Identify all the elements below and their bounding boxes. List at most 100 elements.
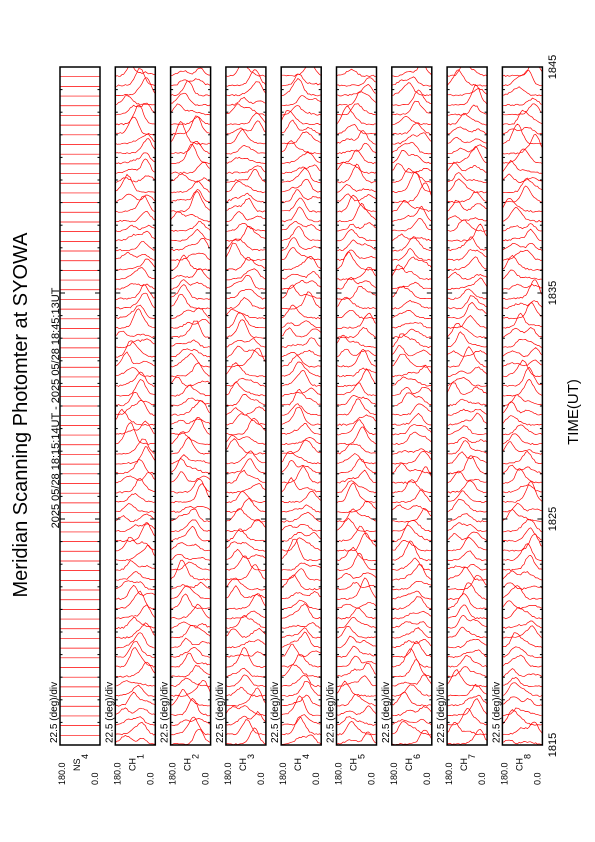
series-line	[281, 574, 322, 591]
series-line	[391, 610, 432, 620]
series-line	[115, 116, 156, 136]
series-line	[502, 682, 543, 697]
series-line	[115, 240, 156, 252]
panel: 22.5 (deg)/div 180.0 0.0 CH5	[326, 66, 378, 785]
series-line	[502, 502, 543, 513]
series-line	[393, 67, 394, 68]
channel-label: NS	[72, 758, 82, 771]
series-line	[336, 601, 377, 609]
scale-label: 22.5 (deg)/div	[49, 682, 60, 743]
series-line	[502, 555, 543, 572]
series-line	[115, 716, 156, 726]
series-line	[447, 199, 488, 212]
series-line	[281, 197, 322, 213]
series-line	[115, 284, 156, 300]
series-line	[170, 220, 211, 232]
series-line	[170, 621, 211, 629]
series-line	[391, 205, 432, 222]
series-line	[170, 254, 211, 271]
series-line	[170, 718, 211, 726]
series-line	[225, 168, 266, 184]
y-tick-label: 180.0	[223, 762, 233, 785]
series-line	[336, 334, 377, 349]
series-line	[281, 280, 322, 290]
series-line	[336, 458, 377, 475]
y-tick-label: 0.0	[311, 772, 321, 785]
series-line	[170, 284, 211, 300]
series-line	[447, 470, 488, 484]
series-line	[336, 577, 377, 600]
series-line	[225, 192, 266, 203]
series-line	[502, 97, 543, 107]
series-line	[225, 103, 266, 116]
series-line	[281, 423, 322, 436]
series-line	[225, 577, 266, 591]
series-line	[447, 455, 488, 475]
series-line	[225, 377, 266, 387]
series-line	[225, 651, 266, 658]
series-line	[170, 478, 211, 494]
series-line	[170, 161, 211, 174]
series-line	[115, 691, 156, 707]
series-line	[115, 175, 156, 183]
series-line	[502, 646, 543, 659]
series-line	[115, 283, 156, 291]
series-line	[225, 508, 266, 523]
series-line	[336, 525, 377, 543]
series-line	[502, 464, 543, 474]
y-tick-label: 180.0	[112, 762, 122, 785]
series-line	[281, 387, 322, 397]
series-line	[336, 193, 377, 202]
series-line	[225, 319, 266, 339]
series-line	[281, 67, 322, 77]
series-line	[281, 119, 322, 134]
series-line	[281, 532, 322, 542]
series-line	[502, 86, 543, 97]
series-line	[225, 438, 266, 455]
series-line	[115, 478, 156, 494]
series-line	[281, 451, 322, 465]
series-line	[225, 338, 266, 348]
series-line	[336, 183, 377, 193]
series-line	[170, 581, 211, 590]
y-tick-label: 180.0	[334, 762, 344, 785]
y-tick-label: 0.0	[256, 772, 266, 785]
series-line	[115, 224, 156, 232]
series-line	[447, 137, 488, 144]
series-line	[391, 557, 432, 571]
series-line	[391, 691, 432, 707]
series-line	[281, 523, 322, 532]
series-line	[170, 400, 211, 416]
series-line	[170, 652, 211, 668]
series-line	[281, 284, 322, 300]
series-line	[170, 115, 211, 135]
series-line	[447, 322, 488, 338]
series-line	[391, 520, 432, 533]
series-line	[225, 309, 266, 320]
y-tick-label: 180.0	[57, 762, 67, 785]
series-line	[447, 412, 488, 426]
series-line	[336, 508, 377, 523]
series-line	[336, 552, 377, 571]
series-line	[281, 221, 322, 231]
series-line	[391, 412, 432, 426]
series-line	[447, 249, 488, 261]
series-line	[281, 680, 322, 697]
series-line	[225, 519, 266, 533]
series-line	[502, 696, 543, 707]
series-line	[447, 694, 488, 707]
series-line	[502, 347, 543, 358]
series-line	[391, 171, 432, 193]
series-line	[447, 480, 488, 494]
series-line	[447, 666, 488, 678]
series-line	[391, 621, 432, 629]
series-line	[170, 697, 211, 717]
y-tick-label: 180.0	[389, 762, 399, 785]
series-line	[391, 451, 432, 465]
series-line	[281, 537, 322, 552]
series-line	[225, 564, 266, 581]
series-line	[281, 590, 322, 600]
series-line	[391, 479, 432, 494]
panel-frame	[446, 66, 488, 746]
series-line	[170, 78, 211, 87]
